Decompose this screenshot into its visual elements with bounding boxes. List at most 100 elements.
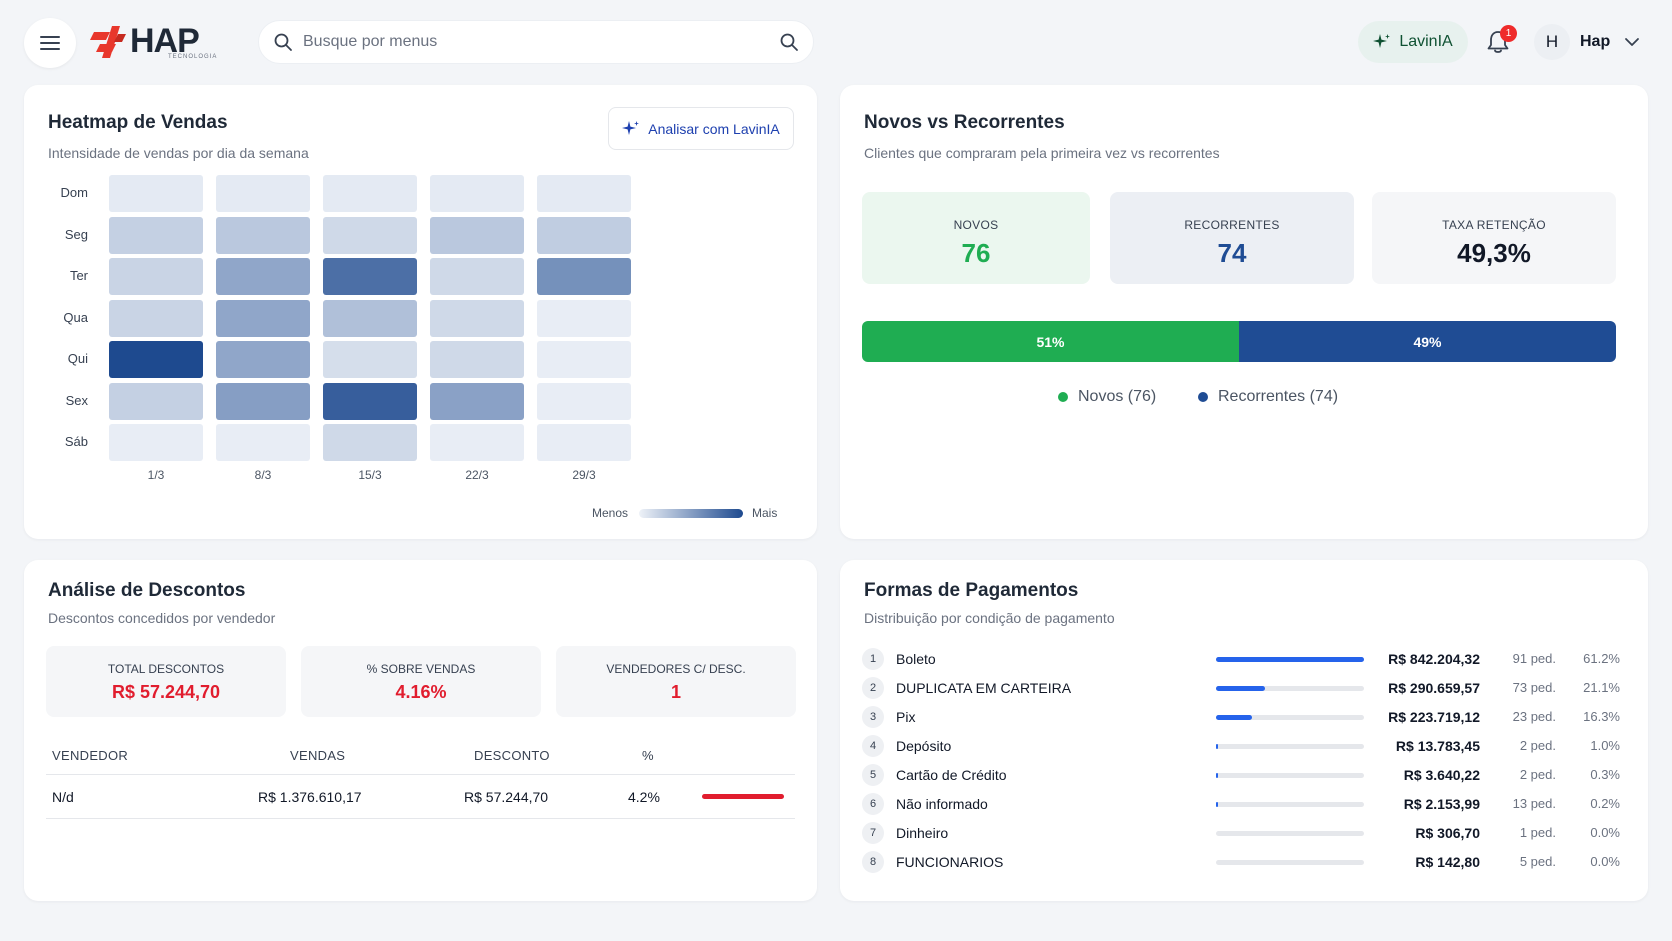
heatmap-cell[interactable] bbox=[216, 341, 310, 378]
legend-returning-label: Recorrentes (74) bbox=[1218, 388, 1339, 405]
heatmap-cell[interactable] bbox=[430, 382, 524, 420]
lavinia-assistant-button[interactable]: LavinIA bbox=[1358, 21, 1468, 63]
heatmap-row-label: Sex bbox=[65, 392, 88, 408]
payment-rank: 6 bbox=[862, 793, 884, 815]
heatmap-cell[interactable] bbox=[216, 175, 310, 212]
heatmap-cell[interactable] bbox=[323, 424, 417, 461]
search-submit-icon[interactable] bbox=[779, 32, 799, 52]
heatmap-cell[interactable] bbox=[430, 175, 524, 212]
heatmap-cell[interactable] bbox=[216, 216, 310, 254]
heatmap-cell[interactable] bbox=[323, 382, 417, 420]
heatmap-cell[interactable] bbox=[323, 175, 417, 212]
heatmap-cell[interactable] bbox=[537, 258, 631, 295]
payment-row[interactable]: 8 FUNCIONARIOS R$ 142,80 5 ped. 0.0% bbox=[862, 851, 1622, 873]
analyze-lavinia-button[interactable]: Analisar com LavinIA bbox=[608, 107, 794, 150]
heatmap-cell[interactable] bbox=[430, 216, 524, 254]
avatar[interactable]: H bbox=[1534, 24, 1570, 60]
column-header-vendedor[interactable]: VENDEDOR bbox=[52, 748, 129, 763]
kpi-pct-over-sales: % SOBRE VENDAS 4.16% bbox=[301, 646, 541, 717]
column-header-pct[interactable]: % bbox=[642, 748, 654, 763]
payment-amount: R$ 306,70 bbox=[1415, 825, 1480, 841]
legend-less-label: Menos bbox=[592, 506, 629, 520]
heatmap-cell[interactable] bbox=[430, 258, 524, 295]
heatmap-row-label: Dom bbox=[60, 185, 88, 200]
payment-amount: R$ 842.204,32 bbox=[1388, 651, 1480, 667]
heatmap-cell[interactable] bbox=[537, 424, 631, 461]
heatmap-cell[interactable] bbox=[430, 424, 524, 461]
payment-row[interactable]: 1 Boleto R$ 842.204,32 91 ped. 61.2% bbox=[862, 648, 1622, 670]
heatmap-cell[interactable] bbox=[216, 382, 310, 420]
heatmap-cell[interactable] bbox=[216, 424, 310, 461]
menu-button[interactable] bbox=[24, 18, 76, 68]
payment-row[interactable]: 2 DUPLICATA EM CARTEIRA R$ 290.659,57 73 pe… bbox=[862, 677, 1622, 699]
kpi-value: 4.16% bbox=[395, 682, 447, 702]
chevron-down-icon[interactable] bbox=[1624, 34, 1640, 50]
search-input[interactable] bbox=[303, 33, 743, 51]
logo-subtext: TECNOLOGIA bbox=[168, 54, 218, 60]
heatmap-cell[interactable] bbox=[323, 299, 417, 337]
heatmap-cell[interactable] bbox=[537, 299, 631, 337]
logo[interactable]: HAP TECNOLOGIA bbox=[90, 24, 216, 64]
payment-amount: R$ 3.640,22 bbox=[1403, 767, 1480, 783]
heatmap-cell[interactable] bbox=[323, 216, 417, 254]
novos-subtitle: Clientes que compraram pela primeira vez… bbox=[864, 145, 1220, 161]
column-header-desconto[interactable]: DESCONTO bbox=[474, 748, 550, 763]
heatmap-cell[interactable] bbox=[537, 216, 631, 254]
heatmap-column-label: 1/3 bbox=[147, 467, 165, 482]
heatmap-column-label: 29/3 bbox=[572, 467, 596, 482]
payment-row[interactable]: 3 Pix R$ 223.719,12 23 ped. 16.3% bbox=[862, 706, 1622, 728]
payment-bar-track bbox=[1216, 715, 1364, 720]
heatmap-cell[interactable] bbox=[430, 341, 524, 378]
heatmap-cell[interactable] bbox=[109, 216, 203, 254]
legend-new: Novos (76) bbox=[1058, 388, 1156, 406]
heatmap-cell[interactable] bbox=[109, 382, 203, 420]
sparkle-icon bbox=[622, 120, 640, 135]
heatmap-cell[interactable] bbox=[216, 258, 310, 295]
heatmap-subtitle: Intensidade de vendas por dia da semana bbox=[48, 145, 309, 161]
heatmap-cell[interactable] bbox=[109, 175, 203, 212]
payment-bar-track bbox=[1216, 860, 1364, 865]
new-returning-split-bar: 51% 49% bbox=[862, 321, 1616, 362]
heatmap-cell[interactable] bbox=[537, 382, 631, 420]
payment-rank: 4 bbox=[862, 735, 884, 757]
kpi-value: 74 bbox=[1217, 238, 1247, 268]
heatmap-card: Heatmap de Vendas Intensidade de vendas … bbox=[24, 85, 817, 539]
payment-orders: 13 ped. bbox=[1512, 796, 1556, 811]
top-bar: HAP TECNOLOGIA LavinIA 1 H Hap bbox=[0, 0, 1672, 86]
heatmap-cell[interactable] bbox=[109, 341, 203, 378]
kpi-label: TAXA RETENÇÃO bbox=[1442, 218, 1546, 232]
heatmap-row-label: Qua bbox=[63, 309, 88, 325]
heatmap-cell[interactable] bbox=[537, 175, 631, 212]
heatmap-cell[interactable] bbox=[323, 341, 417, 378]
kpi-label: VENDEDORES C/ DESC. bbox=[606, 662, 746, 676]
payment-row[interactable]: 6 Não informado R$ 2.153,99 13 ped. 0.2% bbox=[862, 793, 1622, 815]
column-header-vendas[interactable]: VENDAS bbox=[290, 748, 346, 763]
payment-amount: R$ 223.719,12 bbox=[1388, 709, 1480, 725]
payment-row[interactable]: 7 Dinheiro R$ 306,70 1 ped. 0.0% bbox=[862, 822, 1622, 844]
heatmap-cell[interactable] bbox=[216, 299, 310, 337]
payment-row[interactable]: 4 Depósito R$ 13.783,45 2 ped. 1.0% bbox=[862, 735, 1622, 757]
heatmap-cell[interactable] bbox=[430, 299, 524, 337]
kpi-retention-rate: TAXA RETENÇÃO 49,3% bbox=[1372, 192, 1616, 284]
heatmap-cell[interactable] bbox=[537, 341, 631, 378]
heatmap-cell[interactable] bbox=[323, 258, 417, 295]
heatmap-cell[interactable] bbox=[109, 258, 203, 295]
payment-rank: 8 bbox=[862, 851, 884, 873]
payment-row[interactable]: 5 Cartão de Crédito R$ 3.640,22 2 ped. 0.3% bbox=[862, 764, 1622, 786]
heatmap-row-label: Sáb bbox=[64, 434, 88, 449]
payment-rank: 2 bbox=[862, 677, 884, 699]
payment-percent: 0.0% bbox=[1590, 854, 1620, 869]
user-name[interactable]: Hap bbox=[1580, 33, 1611, 50]
payment-name: Dinheiro bbox=[896, 825, 949, 841]
kpi-label: % SOBRE VENDAS bbox=[366, 662, 476, 676]
kpi-value: R$ 57.244,70 bbox=[111, 682, 221, 702]
payment-bar-fill bbox=[1216, 715, 1252, 720]
legend-returning: Recorrentes (74) bbox=[1198, 388, 1338, 406]
payment-rank: 5 bbox=[862, 764, 884, 786]
heatmap-row-label: Qui bbox=[67, 351, 88, 366]
heatmap-cell[interactable] bbox=[109, 424, 203, 461]
payment-bar-track bbox=[1216, 686, 1364, 691]
payment-percent: 21.1% bbox=[1583, 680, 1620, 695]
payment-amount: R$ 2.153,99 bbox=[1403, 796, 1480, 812]
heatmap-cell[interactable] bbox=[109, 299, 203, 337]
